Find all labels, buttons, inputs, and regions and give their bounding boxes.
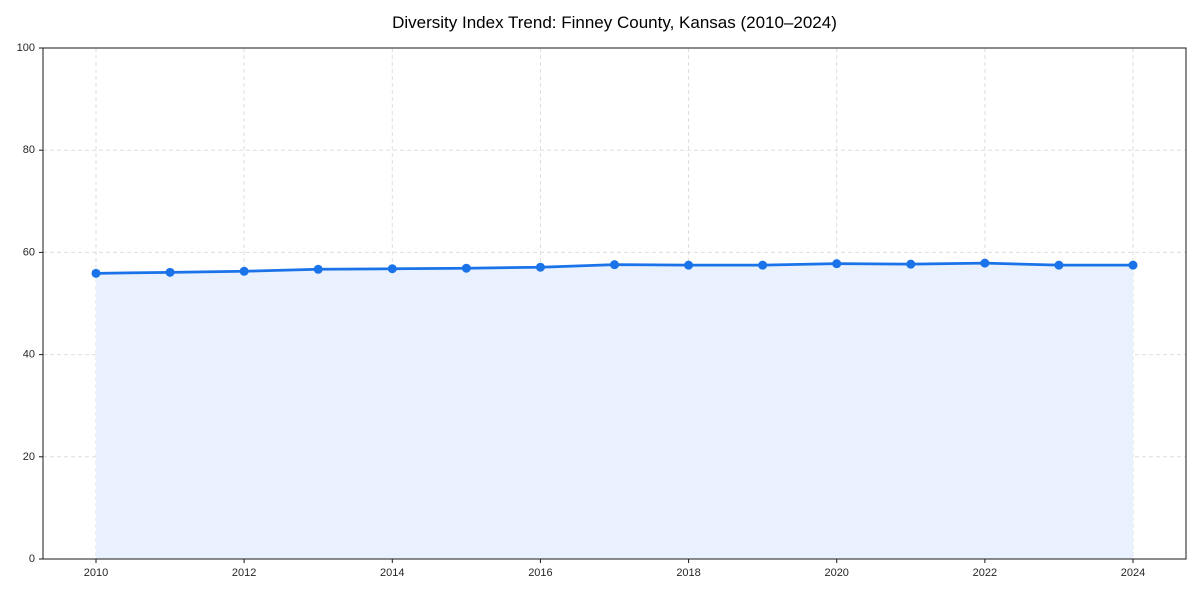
x-tick-label-2010: 2010 — [84, 567, 108, 579]
data-point-2010 — [91, 268, 101, 278]
x-tick-label-2012: 2012 — [232, 567, 256, 579]
data-point-2016 — [535, 262, 545, 272]
data-point-2023 — [1054, 260, 1064, 270]
y-tick-label-20: 20 — [23, 451, 35, 463]
data-point-2014 — [387, 264, 397, 274]
x-tick-label-2016: 2016 — [528, 567, 552, 579]
x-tick-label-2020: 2020 — [824, 567, 848, 579]
data-point-2013 — [313, 264, 323, 274]
data-point-2011 — [165, 267, 175, 277]
data-point-2012 — [239, 266, 249, 276]
data-point-2021 — [906, 259, 916, 269]
area-fill — [96, 263, 1133, 559]
y-tick-label-100: 100 — [17, 42, 35, 54]
y-tick-label-0: 0 — [29, 553, 35, 565]
data-point-2022 — [980, 258, 990, 268]
data-point-2017 — [610, 260, 619, 270]
data-point-2018 — [684, 260, 694, 270]
y-tick-label-40: 40 — [23, 349, 35, 361]
y-tick-label-80: 80 — [23, 144, 35, 156]
data-point-2019 — [758, 260, 768, 270]
x-tick-label-2018: 2018 — [676, 567, 700, 579]
y-tick-label-60: 60 — [23, 246, 35, 258]
data-point-2020 — [832, 259, 842, 269]
data-point-2015 — [461, 263, 471, 273]
plot-border — [42, 47, 1187, 560]
data-point-2024 — [1128, 260, 1138, 270]
x-tick-label-2014: 2014 — [380, 567, 404, 579]
x-tick-label-2024: 2024 — [1121, 567, 1145, 579]
chart-title: Diversity Index Trend: Finney County, Ka… — [392, 13, 837, 32]
x-tick-label-2022: 2022 — [973, 567, 997, 579]
